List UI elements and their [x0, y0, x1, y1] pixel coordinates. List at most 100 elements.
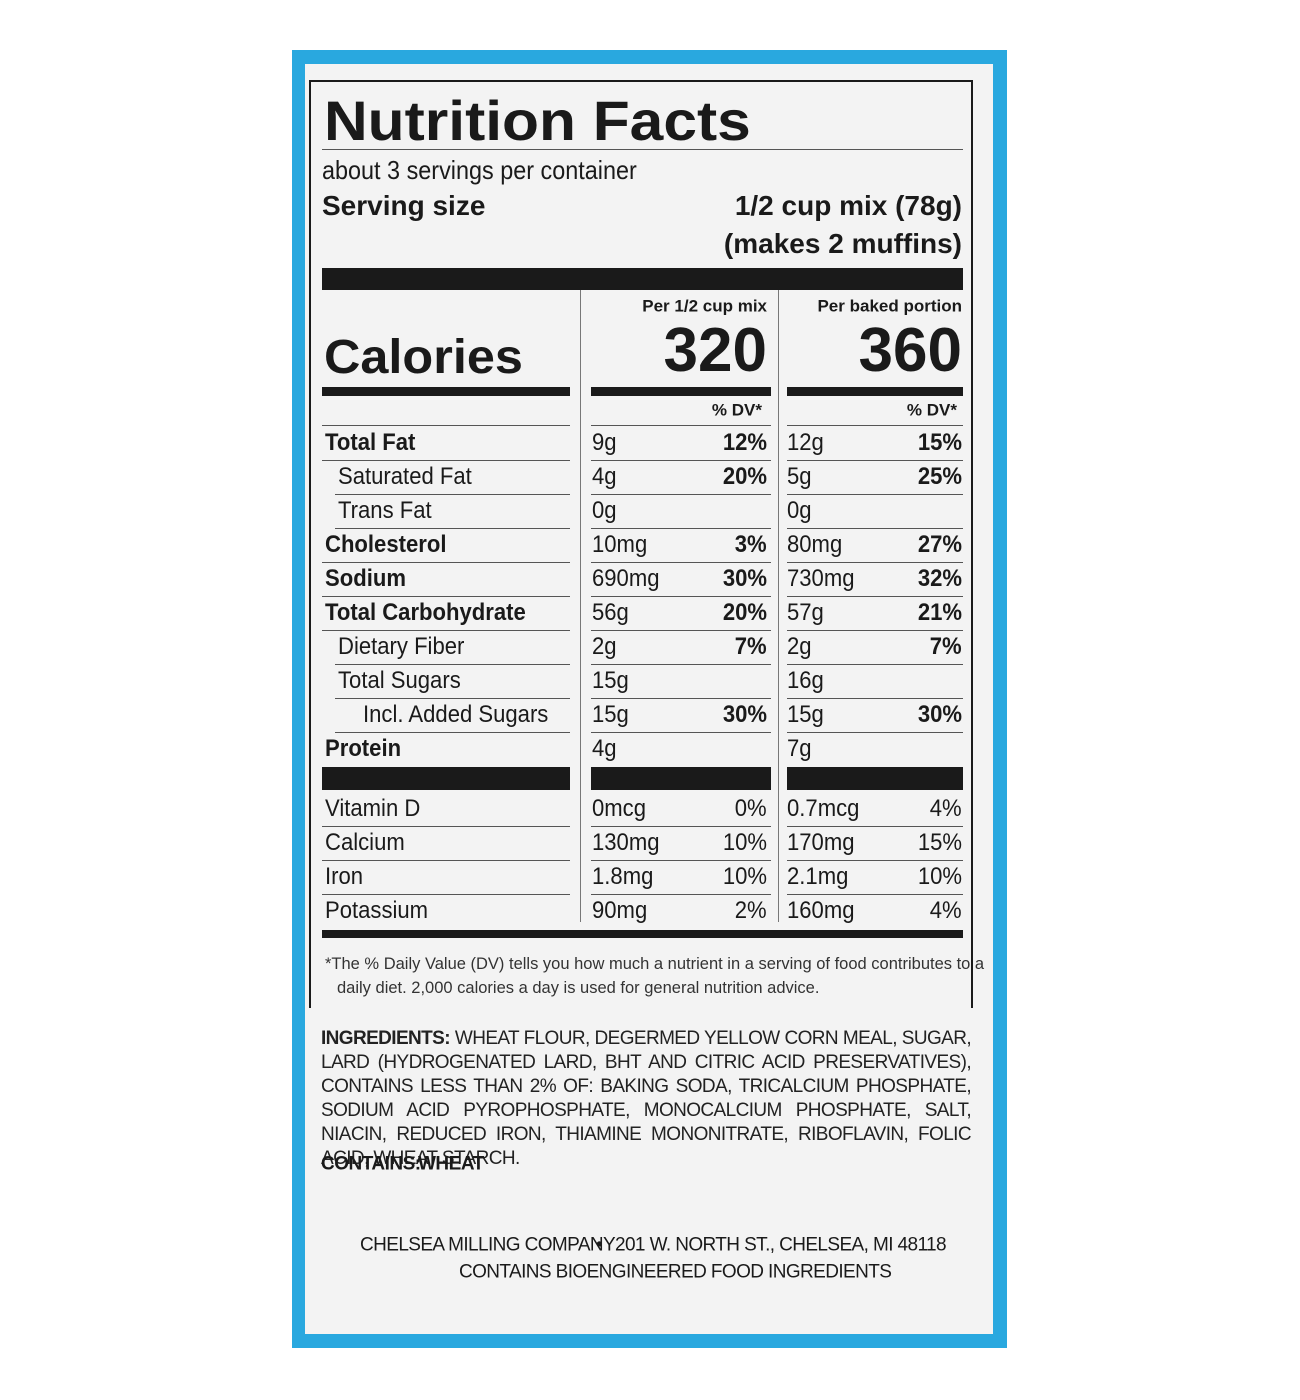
- rule: [591, 894, 771, 895]
- serving-size-label: Serving size: [322, 190, 486, 221]
- serving-size-note: (makes 2 muffins): [723, 228, 962, 259]
- rule: [591, 860, 771, 861]
- rule: [322, 630, 570, 631]
- rule: [787, 562, 963, 563]
- rule: [591, 494, 771, 495]
- rule: [591, 630, 771, 631]
- amount: 57g: [787, 599, 824, 626]
- amount: 0mcg: [592, 795, 646, 822]
- rule: [787, 698, 963, 699]
- nutrient-name: Saturated Fat: [338, 463, 472, 490]
- rule: [787, 860, 963, 861]
- amount: 2.1mg: [787, 863, 849, 890]
- amount: 5g: [787, 463, 812, 490]
- amount: 4g: [592, 463, 617, 490]
- bullet: •: [596, 1234, 603, 1256]
- daily-value: 4%: [930, 897, 962, 924]
- amount: 15g: [592, 667, 629, 694]
- rule: [787, 528, 963, 529]
- servings: about 3 servings per container: [322, 155, 637, 185]
- amount: 90mg: [592, 897, 648, 924]
- rule: [787, 460, 963, 461]
- rule: [787, 664, 963, 665]
- amount: 56g: [592, 599, 629, 626]
- rule: [787, 826, 963, 827]
- calories-bar: [322, 387, 570, 396]
- vitamin-name: Calcium: [325, 829, 405, 856]
- rule: [322, 425, 570, 426]
- contains-text: WHEAT: [418, 1153, 484, 1175]
- daily-value: 10%: [722, 863, 767, 890]
- calories-bar: [591, 387, 771, 396]
- rule: [591, 528, 771, 529]
- daily-value: 27%: [917, 531, 962, 558]
- calories-bar: [787, 387, 963, 396]
- rule: [787, 425, 963, 426]
- rule: [591, 460, 771, 461]
- amount: 7g: [787, 735, 812, 762]
- calories-value: 360: [858, 316, 962, 385]
- rule: [591, 425, 771, 426]
- amount: 80mg: [787, 531, 843, 558]
- amount: 0g: [592, 497, 617, 524]
- ingredients-label: INGREDIENTS:: [321, 1028, 451, 1049]
- rule: [322, 562, 570, 563]
- rule: [787, 630, 963, 631]
- amount: 690mg: [592, 565, 660, 592]
- daily-value: 7%: [735, 633, 767, 660]
- thick-bar: [322, 268, 963, 290]
- rule: [335, 494, 570, 495]
- amount: 12g: [787, 429, 824, 456]
- amount: 1.8mg: [592, 863, 654, 890]
- daily-value: 3%: [735, 531, 767, 558]
- daily-value: 21%: [917, 599, 962, 626]
- vitamin-name: Vitamin D: [325, 795, 421, 822]
- nutrient-name: Total Sugars: [338, 667, 461, 694]
- daily-value: 20%: [722, 599, 767, 626]
- label-border: [309, 80, 973, 1008]
- daily-value: 30%: [722, 565, 767, 592]
- dv-header: % DV*: [906, 400, 957, 420]
- amount: 0g: [787, 497, 812, 524]
- thick-bar: [322, 767, 570, 790]
- nutrient-name: Dietary Fiber: [338, 633, 465, 660]
- amount: 2g: [592, 633, 617, 660]
- amount: 9g: [592, 429, 617, 456]
- rule: [591, 562, 771, 563]
- nutrient-name: Total Fat: [325, 429, 416, 456]
- column-header: Per 1/2 cup mix: [642, 296, 767, 316]
- amount: 0.7mcg: [787, 795, 860, 822]
- thick-bar: [591, 767, 771, 790]
- daily-value: 30%: [722, 701, 767, 728]
- rule: [591, 664, 771, 665]
- daily-value: 32%: [917, 565, 962, 592]
- daily-value: 0%: [735, 795, 767, 822]
- rule: [322, 149, 963, 150]
- amount: 15g: [787, 701, 824, 728]
- daily-value: 10%: [917, 863, 962, 890]
- company-note: CONTAINS BIOENGINEERED FOOD INGREDIENTS: [459, 1261, 892, 1283]
- vitamin-name: Potassium: [325, 897, 429, 924]
- rule: [322, 860, 570, 861]
- amount: 130mg: [592, 829, 660, 856]
- rule: [591, 596, 771, 597]
- daily-value: 25%: [917, 463, 962, 490]
- amount: 170mg: [787, 829, 855, 856]
- nutrient-name: Total Carbohydrate: [325, 599, 526, 626]
- rule: [591, 732, 771, 733]
- amount: 4g: [592, 735, 617, 762]
- rule: [787, 494, 963, 495]
- ingredients-text: WHEAT FLOUR, DEGERMED YELLOW CORN MEAL, …: [321, 1028, 972, 1169]
- amount: 730mg: [787, 565, 855, 592]
- company-address: 201 W. NORTH ST., CHELSEA, MI 48118: [615, 1234, 947, 1256]
- amount: 10mg: [592, 531, 648, 558]
- nutrient-name: Incl. Added Sugars: [363, 701, 549, 728]
- daily-value: 10%: [722, 829, 767, 856]
- rule: [787, 732, 963, 733]
- rule: [591, 826, 771, 827]
- calories-label: Calories: [324, 331, 523, 384]
- column-divider: [778, 290, 779, 922]
- amount: 160mg: [787, 897, 855, 924]
- daily-value: 7%: [930, 633, 962, 660]
